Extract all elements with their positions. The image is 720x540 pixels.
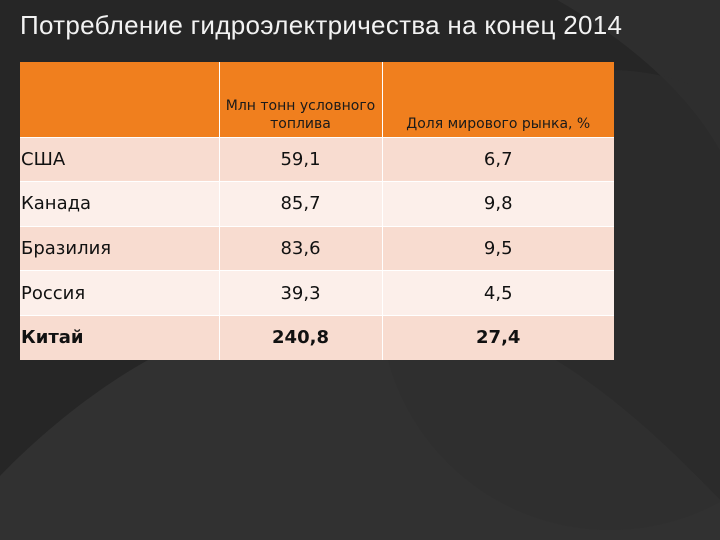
cell-country: Россия <box>20 270 219 316</box>
table-row: Китай 240,8 27,4 <box>20 314 614 360</box>
cell-fuel: 59,1 <box>218 136 382 182</box>
table-row: Канада 85,7 9,8 <box>20 181 614 227</box>
table-row: Россия 39,3 4,5 <box>20 270 614 316</box>
cell-country: Бразилия <box>20 225 219 271</box>
table-row: США 59,1 6,7 <box>20 136 614 182</box>
cell-share: 27,4 <box>381 314 614 360</box>
cell-country: Китай <box>20 314 219 360</box>
header-fuel: Млн тонн условного топлива <box>218 62 382 137</box>
cell-fuel: 85,7 <box>218 181 382 227</box>
table-row: Бразилия 83,6 9,5 <box>20 225 614 271</box>
header-share: Доля мирового рынка, % <box>381 62 614 137</box>
data-table-container: Млн тонн условного топлива Доля мирового… <box>20 62 614 360</box>
page-title: Потребление гидроэлектричества на конец … <box>20 10 623 40</box>
cell-share: 9,8 <box>381 181 614 227</box>
cell-share: 9,5 <box>381 225 614 271</box>
cell-country: Канада <box>20 181 219 227</box>
hydro-consumption-table: Млн тонн условного топлива Доля мирового… <box>20 62 614 360</box>
cell-share: 4,5 <box>381 270 614 316</box>
cell-fuel: 39,3 <box>218 270 382 316</box>
cell-share: 6,7 <box>381 136 614 182</box>
table-header-row: Млн тонн условного топлива Доля мирового… <box>20 62 614 137</box>
cell-fuel: 240,8 <box>218 314 382 360</box>
cell-country: США <box>20 136 219 182</box>
cell-fuel: 83,6 <box>218 225 382 271</box>
header-empty <box>20 62 219 137</box>
